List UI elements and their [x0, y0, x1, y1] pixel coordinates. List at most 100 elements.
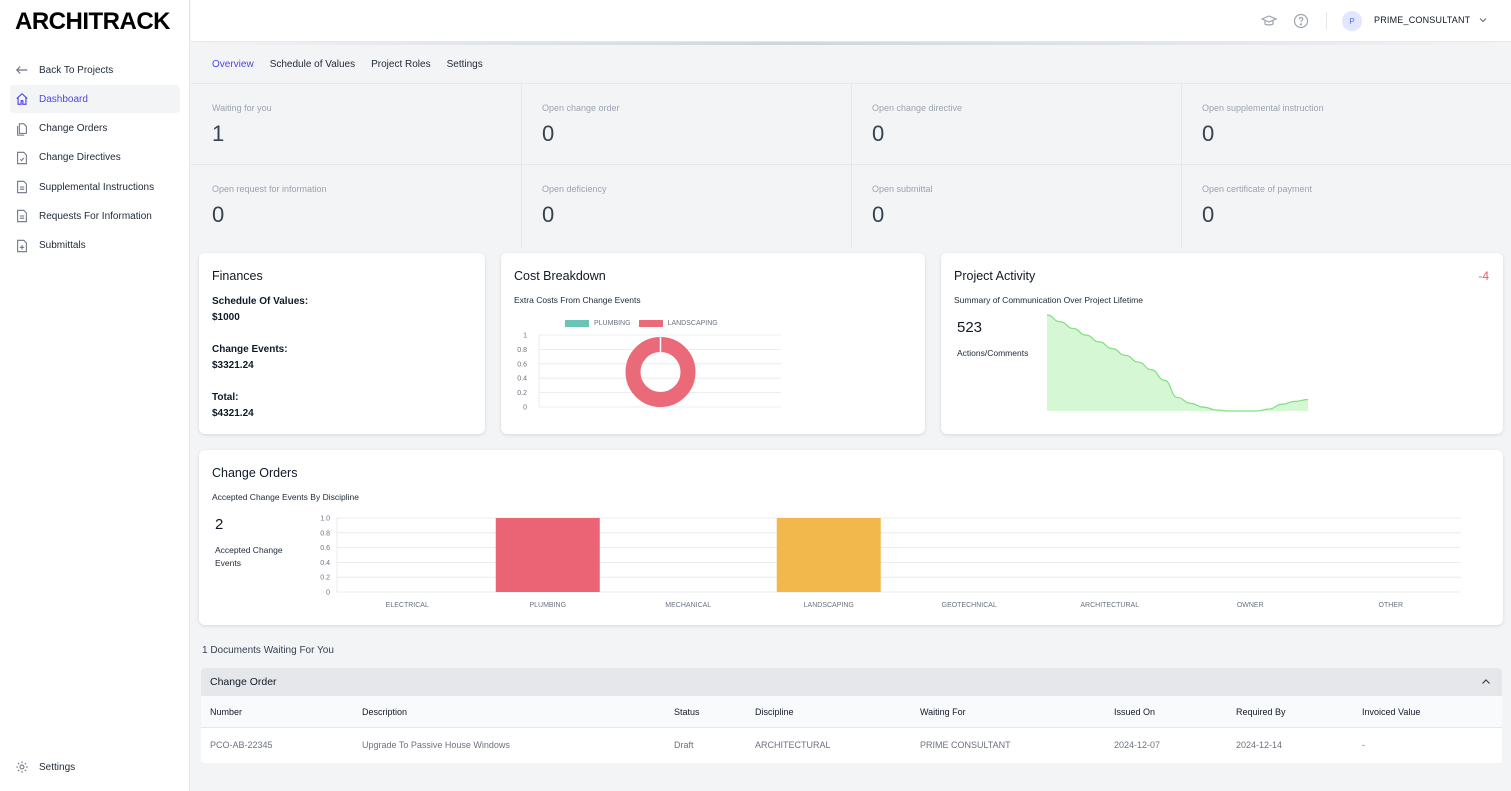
table-cell: ARCHITECTURAL [755, 740, 831, 750]
document-text-icon [15, 209, 29, 223]
accepted-count-label-line: Events [215, 558, 241, 568]
table-cell: PCO-AB-22345 [210, 740, 273, 750]
sidebar-item-submittals[interactable]: Submittals [10, 232, 180, 260]
y-tick-label: 0.8 [517, 347, 527, 354]
table-row[interactable]: PCO-AB-22345 Upgrade To Passive House Wi… [201, 728, 1502, 762]
y-tick-label: 0.4 [320, 560, 330, 567]
finance-label: Schedule Of Values: [212, 296, 309, 307]
legend-swatch-landscaping [638, 320, 663, 327]
sidebar-item-change-directives[interactable]: Change Directives [10, 144, 180, 172]
x-tick-label: OTHER [1379, 602, 1404, 609]
stat-label: Open supplemental instruction [1202, 103, 1324, 113]
sidebar-item-label: Requests For Information [39, 210, 152, 222]
stats-divider [191, 164, 1511, 165]
stat-open-request-for-information[interactable]: Open request for information 0 [191, 165, 521, 246]
project-activity-card: Project Activity -4 Summary of Communica… [941, 253, 1503, 434]
stat-open-submittal[interactable]: Open submittal 0 [851, 165, 1181, 246]
y-tick-label: 0.6 [320, 545, 330, 552]
stat-value: 0 [212, 202, 225, 227]
sidebar-item-dashboard[interactable]: Dashboard [10, 85, 180, 114]
chevron-up-icon[interactable] [1480, 676, 1492, 688]
activity-count-label: Actions/Comments [957, 348, 1029, 358]
stat-value: 0 [1202, 202, 1215, 227]
x-tick-label: PLUMBING [529, 602, 566, 609]
avatar[interactable]: P [1342, 11, 1362, 31]
table-cell: 2024-12-14 [1236, 740, 1283, 750]
column-header[interactable]: Description [362, 707, 408, 717]
stat-value: 0 [542, 202, 555, 227]
y-tick-label: 0 [523, 405, 527, 412]
sidebar-settings-label: Settings [39, 761, 76, 773]
column-header[interactable]: Discipline [755, 707, 794, 717]
sidebar-item-change-orders[interactable]: Change Orders [10, 115, 180, 143]
legend-swatch-plumbing [565, 320, 589, 327]
change-orders-chart: 0 0.2 0.4 0.6 0.8 1.0 ELECTRICAL PLUMBING MECHAN… [320, 516, 1461, 609]
stat-label: Open certificate of payment [1202, 184, 1313, 194]
column-header[interactable]: Invoiced Value [1362, 707, 1421, 717]
stat-open-certificate-of-payment[interactable]: Open certificate of payment 0 [1181, 165, 1511, 246]
documents-icon [15, 122, 29, 136]
sidebar-item-label: Change Directives [39, 152, 121, 164]
help-icon[interactable] [1293, 13, 1309, 29]
y-tick-label: 0.2 [320, 575, 330, 582]
gear-icon [16, 761, 28, 773]
finance-total: Total: $4321.24 [212, 390, 254, 422]
stat-open-deficiency[interactable]: Open deficiency 0 [521, 165, 851, 246]
y-tick-label: 0.6 [517, 361, 527, 368]
table-cell: Upgrade To Passive House Windows [362, 740, 510, 750]
column-header[interactable]: Required By [1236, 707, 1286, 717]
table-header-row: Number Description Status Discipline Wai… [201, 696, 1502, 728]
activity-count: 523 [957, 319, 983, 336]
topbar-divider [191, 42, 1511, 45]
stat-open-change-directive[interactable]: Open change directive 0 [851, 84, 1181, 165]
finance-change-events: Change Events: $3321.24 [212, 342, 288, 374]
change-orders-card: Change Orders Accepted Change Events By … [199, 450, 1503, 625]
user-name[interactable]: PRIME_CONSULTANT [1374, 15, 1471, 25]
sidebar: ARCHITRACK Back To Projects Dashboard Ch… [0, 0, 190, 791]
card-subtitle: Extra Costs From Change Events [514, 295, 641, 305]
stat-open-supplemental-instruction[interactable]: Open supplemental instruction 0 [1181, 84, 1511, 165]
finances-card: Finances Schedule Of Values: $1000 Chang… [199, 253, 485, 434]
column-header[interactable]: Number [210, 707, 243, 717]
stats-divider [851, 84, 852, 248]
tab-settings[interactable]: Settings [446, 59, 483, 70]
sidebar-item-requests-for-information[interactable]: Requests For Information [10, 202, 180, 230]
cost-breakdown-card: Cost Breakdown Extra Costs From Change E… [501, 253, 925, 434]
sidebar-item-supplemental-instructions[interactable]: Supplemental Instructions [10, 173, 180, 201]
sidebar-item-label: Back To Projects [39, 64, 114, 76]
column-header[interactable]: Issued On [1114, 707, 1156, 717]
graduation-cap-icon[interactable] [1261, 13, 1277, 29]
y-tick-label: 1.0 [320, 516, 330, 523]
stats-divider [1181, 84, 1182, 248]
legend-label: PLUMBING [594, 320, 631, 327]
stat-label: Waiting for you [212, 103, 272, 113]
table-cell: - [1362, 740, 1365, 750]
table-group-title: Change Order [210, 676, 277, 688]
tab-schedule-of-values[interactable]: Schedule of Values [269, 59, 356, 70]
sidebar-item-settings[interactable]: Settings [15, 760, 75, 774]
chart-legend: PLUMBING LANDSCAPING [565, 320, 718, 327]
y-tick-label: 0.2 [517, 390, 527, 397]
chevron-down-icon[interactable] [1478, 15, 1488, 25]
stat-waiting-for-you[interactable]: Waiting for you 1 [191, 84, 521, 165]
x-tick-label: GEOTECHNICAL [942, 602, 997, 609]
sidebar-nav: Back To Projects Dashboard Change Orders… [10, 56, 180, 261]
project-activity-chart [1046, 314, 1309, 412]
sidebar-item-back-to-projects[interactable]: Back To Projects [10, 56, 180, 84]
stat-open-change-order[interactable]: Open change order 0 [521, 84, 851, 165]
column-header[interactable]: Status [674, 707, 700, 717]
table-cell: 2024-12-07 [1114, 740, 1161, 750]
activity-delta: -4 [1478, 269, 1489, 283]
tab-overview[interactable]: Overview [212, 59, 254, 70]
tab-project-roles[interactable]: Project Roles [371, 59, 431, 70]
stat-label: Open deficiency [542, 184, 607, 194]
sidebar-item-label: Change Orders [39, 123, 108, 135]
card-title: Cost Breakdown [514, 269, 606, 283]
stat-label: Open change order [542, 103, 620, 113]
card-title: Project Activity [954, 269, 1036, 283]
table-group-header[interactable]: Change Order [201, 668, 1502, 696]
app-logo: ARCHITRACK [15, 8, 170, 35]
sidebar-item-label: Dashboard [39, 93, 88, 105]
column-header[interactable]: Waiting For [920, 707, 966, 717]
stats-grid: Waiting for you 1 Open change order 0 Op… [191, 83, 1511, 248]
